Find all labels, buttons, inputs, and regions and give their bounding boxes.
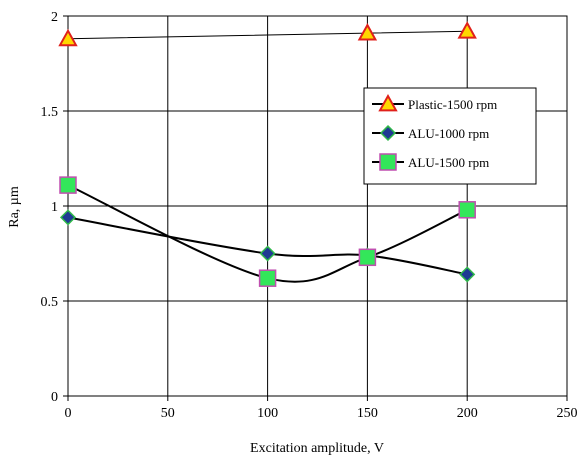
x-tick-label: 0	[65, 406, 72, 421]
legend-label: ALU-1500 rpm	[408, 155, 489, 170]
legend-marker-triangle	[378, 93, 398, 112]
y-axis-title: Ra, µm	[7, 186, 22, 228]
data-point-diamond	[259, 245, 276, 262]
y-tick-label: 0	[51, 390, 58, 405]
legend-label: Plastic-1500 rpm	[408, 97, 497, 112]
data-point-square	[458, 201, 476, 219]
data-point-diamond	[459, 266, 476, 283]
x-tick-label: 200	[457, 406, 478, 421]
series-line-1	[67, 216, 468, 276]
grid	[67, 15, 568, 397]
data-point-triangle	[357, 23, 378, 41]
data-point-diamond	[59, 209, 77, 226]
data-point-triangle	[457, 21, 477, 39]
y-tick-label: 2	[51, 10, 58, 25]
x-tick-label: 150	[357, 406, 378, 421]
data-point-square	[358, 248, 377, 267]
series-line-2	[67, 184, 468, 283]
x-axis-title: Excitation amplitude, V	[250, 441, 384, 456]
x-tick-label: 100	[257, 406, 278, 421]
legend: Plastic-1500 rpm ALU-1000 rpm ALU-1500 rpm	[363, 87, 537, 185]
x-tick-label: 50	[161, 406, 175, 421]
data-point-triangle	[58, 28, 78, 47]
data-point-square	[258, 269, 277, 287]
y-tick-label: 1	[51, 200, 58, 215]
data-point-square	[59, 176, 77, 194]
legend-marker-square	[379, 153, 397, 171]
legend-marker-diamond	[379, 124, 397, 142]
y-tick-label: 1.5	[41, 105, 59, 120]
legend-label: ALU-1000 rpm	[408, 126, 489, 141]
x-tick-label: 250	[557, 406, 578, 421]
series-layer	[58, 21, 477, 287]
y-tick-label: 0.5	[41, 295, 59, 310]
axes: 0 50 100 150 200 250 0 0.5 1 1.5 2	[41, 10, 578, 421]
